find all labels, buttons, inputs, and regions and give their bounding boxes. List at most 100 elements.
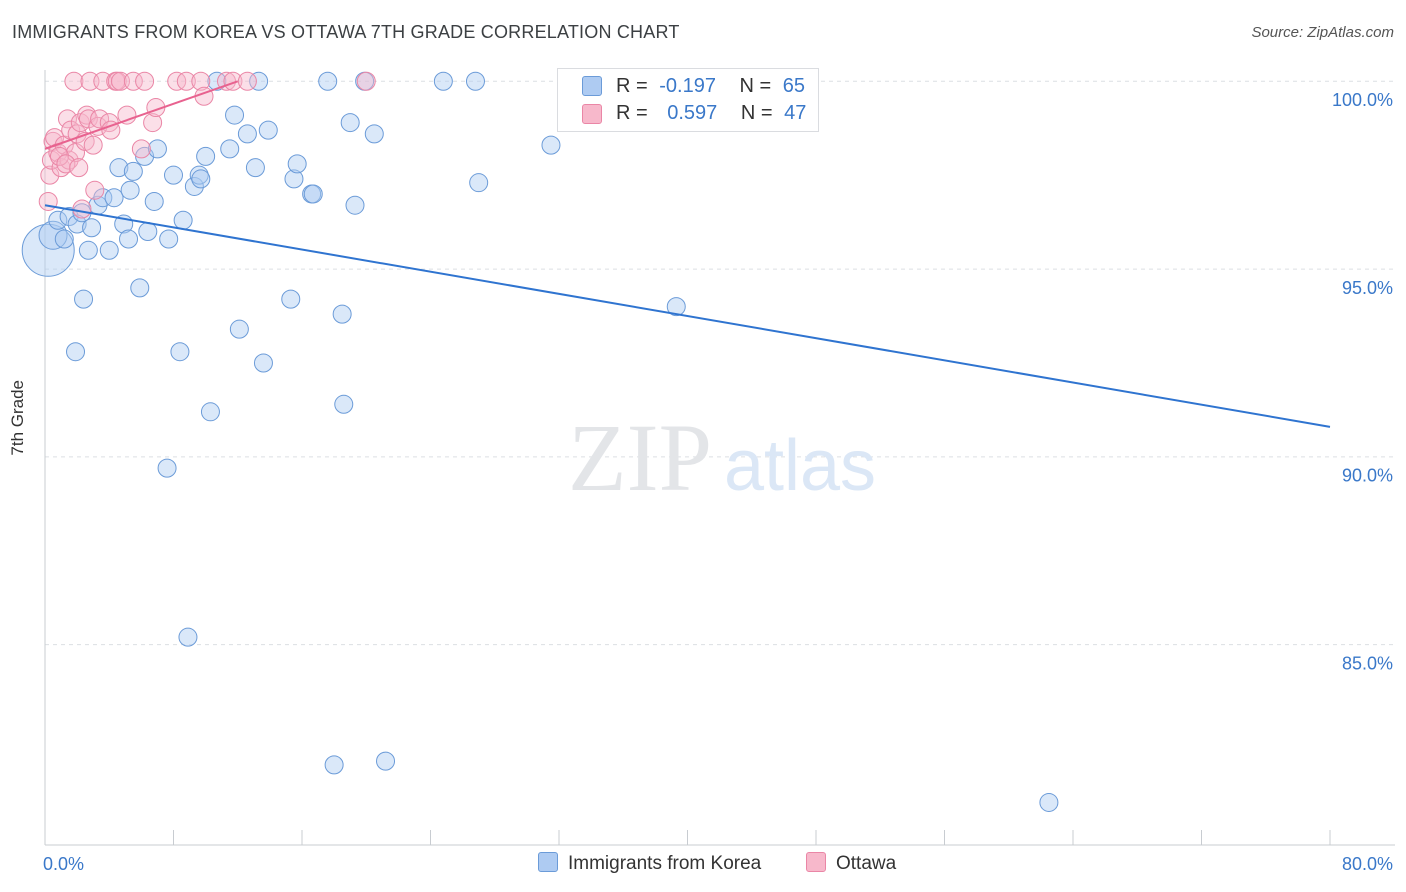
korea-point	[1039, 792, 1059, 812]
korea-point	[147, 139, 167, 159]
korea-point	[48, 210, 68, 230]
tick-labels: 100.0% 95.0% 90.0% 85.0% 0.0% 80.0%	[43, 90, 1393, 874]
ottawa-point	[90, 109, 110, 129]
korea-point	[144, 191, 164, 211]
correlation-legend: R = -0.197 N = 65 R = 0.597 N = 47	[557, 68, 819, 132]
korea-point	[74, 289, 94, 309]
korea-point	[120, 180, 140, 200]
korea-point	[196, 146, 216, 166]
legend-n-value-korea: 65	[782, 75, 806, 97]
korea-point	[324, 755, 344, 775]
korea-point	[119, 229, 139, 249]
ottawa-point	[123, 71, 143, 91]
korea-point	[138, 222, 158, 242]
korea-point	[258, 120, 278, 140]
ottawa-point	[83, 135, 103, 155]
y-tick-label: 95.0%	[1342, 278, 1393, 298]
legend-r-value-ottawa: 0.597	[667, 102, 718, 124]
korea-point	[465, 71, 485, 91]
korea-point	[207, 71, 227, 91]
korea-point	[191, 169, 211, 189]
ottawa-point	[64, 71, 84, 91]
watermark-atlas: atlas	[724, 426, 876, 506]
korea-point	[469, 173, 489, 193]
ottawa-point	[143, 113, 163, 133]
ottawa-point	[78, 109, 98, 129]
legend-row-korea: R = -0.197 N = 65	[616, 75, 805, 99]
ottawa-point	[56, 154, 76, 174]
y-tick-label: 90.0%	[1342, 466, 1393, 486]
ottawa-point	[167, 71, 187, 91]
ottawa-point	[66, 143, 86, 163]
korea-point	[159, 229, 179, 249]
korea-point	[340, 113, 360, 133]
korea-point	[229, 319, 249, 339]
bottom-legend-label-korea: Immigrants from Korea	[568, 853, 762, 874]
bottom-legend-korea: Immigrants from Korea	[538, 852, 761, 875]
korea-point	[123, 161, 143, 181]
y-tick-label: 85.0%	[1342, 653, 1393, 673]
korea-point	[54, 229, 74, 249]
korea-point	[178, 627, 198, 647]
ottawa-trend-line	[44, 80, 239, 150]
chart-title: IMMIGRANTS FROM KOREA VS OTTAWA 7TH GRAD…	[12, 22, 680, 42]
ottawa-point	[176, 71, 196, 91]
ottawa-point	[72, 199, 92, 219]
korea-point	[332, 304, 352, 324]
axes-layer	[44, 70, 1395, 846]
korea-point	[253, 353, 273, 373]
korea-trend-line	[44, 204, 1331, 428]
korea-point	[541, 135, 561, 155]
ottawa-point	[40, 165, 60, 185]
trend-lines	[44, 80, 1331, 428]
korea-point	[21, 223, 75, 277]
korea-point	[173, 210, 193, 230]
legend-r-label: R =	[616, 75, 648, 97]
korea-point	[157, 458, 177, 478]
korea-point	[82, 218, 102, 238]
ottawa-point	[49, 146, 69, 166]
korea-point	[284, 169, 304, 189]
watermark: ZIP atlas	[568, 404, 876, 511]
korea-point	[245, 158, 265, 178]
korea-point	[99, 240, 119, 260]
ottawa-point	[356, 71, 376, 91]
series-korea-points	[21, 71, 1059, 812]
ottawa-point	[45, 128, 65, 148]
legend-r-value-korea: -0.197	[659, 75, 716, 97]
watermark-zip: ZIP	[568, 404, 712, 511]
korea-point	[666, 297, 686, 317]
korea-point	[200, 402, 220, 422]
y-axis-label-wrap: 7th Grade	[8, 380, 48, 540]
bottom-legend-label-ottawa: Ottawa	[836, 853, 897, 874]
x-tick-label: 0.0%	[43, 854, 84, 874]
korea-point	[66, 342, 86, 362]
source-label: Source: ZipAtlas.com	[1251, 24, 1394, 41]
ottawa-point	[59, 150, 79, 170]
korea-point	[225, 105, 245, 125]
korea-point	[249, 71, 269, 91]
korea-point	[170, 342, 190, 362]
ottawa-point	[69, 158, 89, 178]
legend-swatch-ottawa	[582, 104, 602, 124]
korea-point	[237, 124, 257, 144]
legend-n-label: N =	[739, 75, 772, 97]
korea-point	[220, 139, 240, 159]
bottom-legend-swatch-korea	[538, 852, 558, 872]
ottawa-point	[101, 120, 121, 140]
y-tick-label: 100.0%	[1332, 90, 1393, 110]
korea-point	[78, 240, 98, 260]
ottawa-point	[223, 71, 243, 91]
ottawa-point	[85, 180, 105, 200]
korea-point	[287, 154, 307, 174]
korea-point	[67, 214, 87, 234]
korea-point	[364, 124, 384, 144]
ottawa-point	[135, 71, 155, 91]
korea-point	[376, 751, 396, 771]
korea-point	[104, 188, 124, 208]
legend-n-value-ottawa: 47	[784, 102, 807, 124]
korea-point	[334, 394, 354, 414]
y-axis-label: 7th Grade	[8, 380, 27, 456]
ottawa-point	[57, 109, 77, 129]
